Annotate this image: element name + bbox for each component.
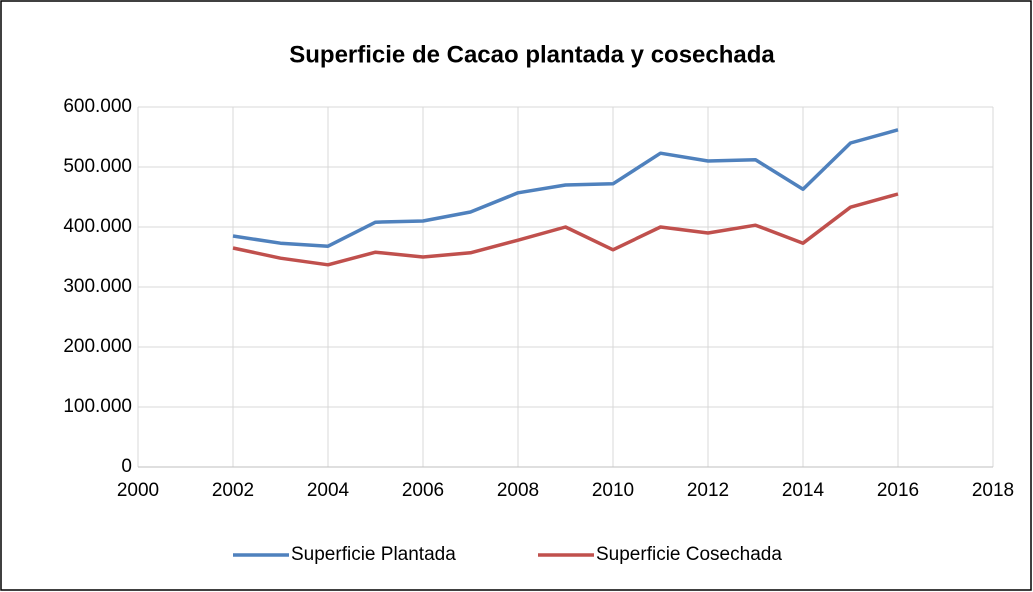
x-tick-label: 2018 (972, 480, 1014, 501)
y-tick-label: 100.000 (63, 396, 132, 417)
x-tick-label: 2006 (402, 480, 444, 501)
series-line (232, 192, 899, 267)
x-tick-label: 2012 (687, 480, 729, 501)
y-tick-label: 200.000 (63, 336, 132, 357)
y-tick-label: 400.000 (63, 216, 132, 237)
x-tick-label: 2004 (307, 480, 350, 501)
x-tick-label: 2014 (782, 480, 825, 501)
x-tick-label: 2002 (212, 480, 254, 501)
y-tick-label: 600.000 (63, 96, 132, 117)
x-tick-label: 2016 (877, 480, 919, 501)
x-tick-label: 2010 (592, 480, 634, 501)
y-tick-label: 500.000 (63, 156, 132, 177)
x-tick-label: 2008 (497, 480, 539, 501)
legend-label: Superficie Plantada (291, 544, 456, 565)
chart-title: Superficie de Cacao plantada y cosechada (289, 41, 775, 68)
y-tick-label: 0 (121, 456, 132, 477)
series-line (232, 128, 899, 248)
legend-label: Superficie Cosechada (596, 544, 782, 565)
y-tick-label: 300.000 (63, 276, 132, 297)
x-tick-label: 2000 (117, 480, 159, 501)
